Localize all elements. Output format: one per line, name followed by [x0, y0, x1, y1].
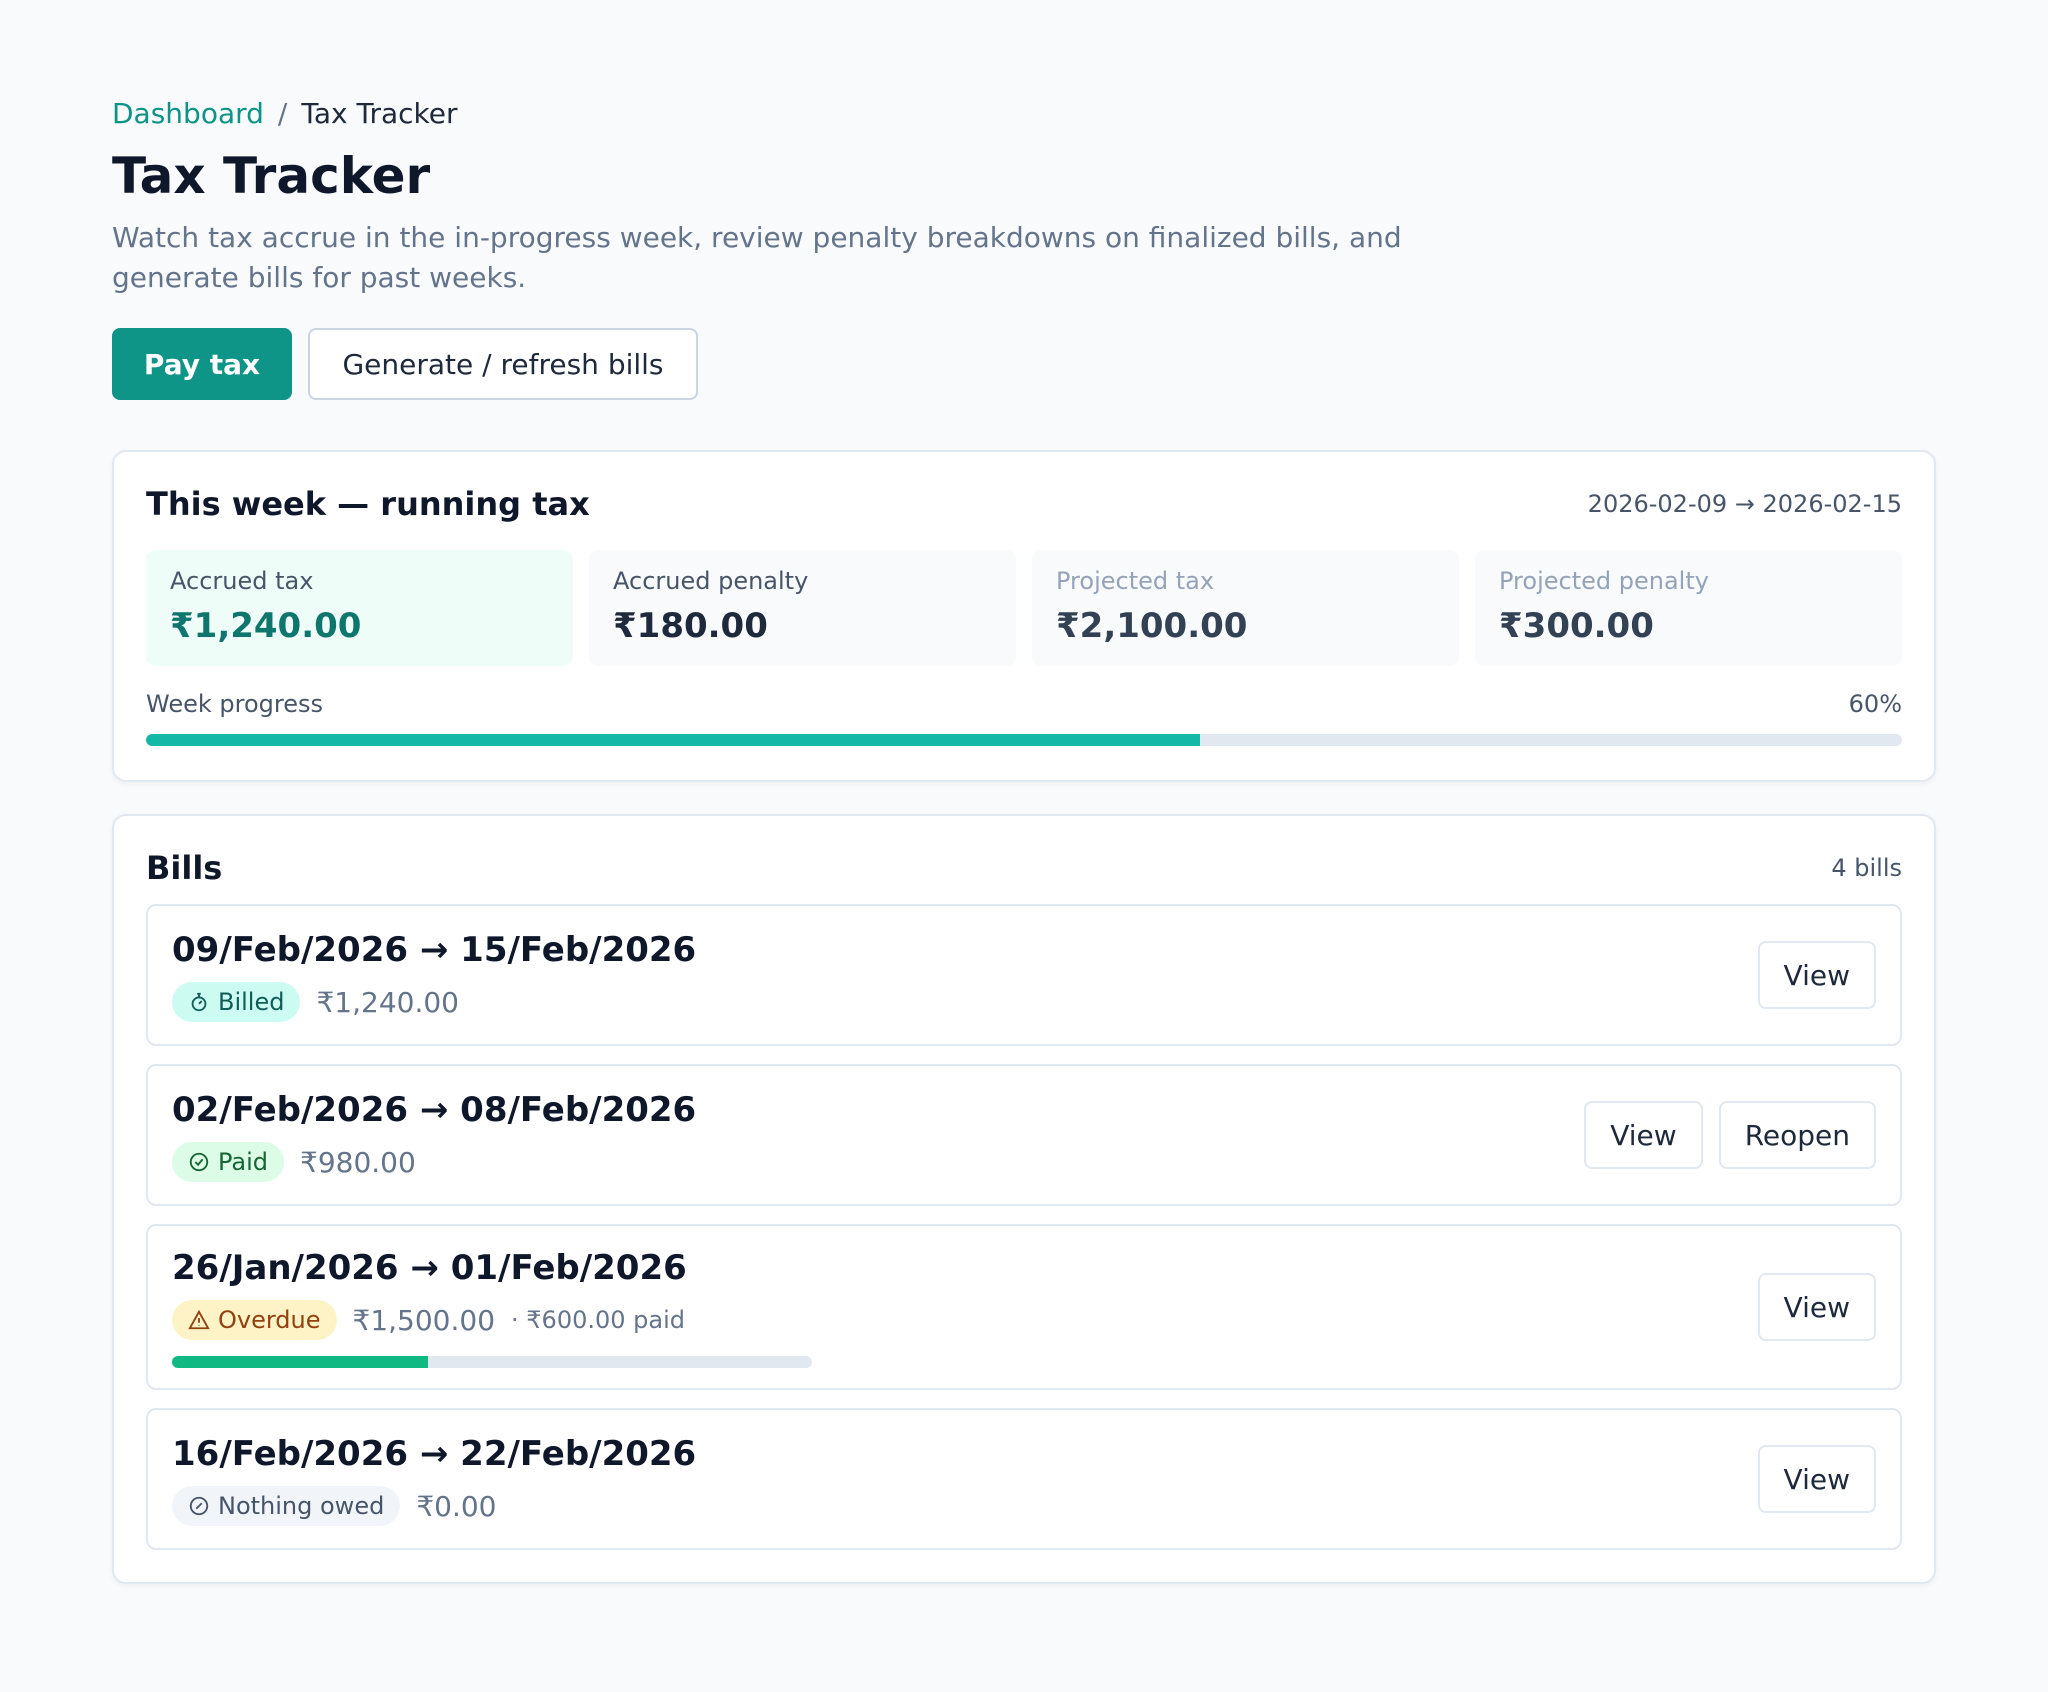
- page: Dashboard / Tax Tracker Tax Tracker Watc…: [112, 96, 1936, 1584]
- metric-accrued-penalty: Accrued penalty ₹180.00: [589, 550, 1016, 666]
- metric-projected-tax: Projected tax ₹2,100.00: [1032, 550, 1459, 666]
- bills-card: Bills 4 bills 09/Feb/2026 → 15/Feb/2026 …: [112, 814, 1936, 1584]
- running-tax-header: This week — running tax 2026-02-09 → 202…: [146, 484, 1902, 524]
- bill-paid-note: · ₹600.00 paid: [511, 1306, 686, 1334]
- view-bill-button[interactable]: View: [1757, 1445, 1876, 1513]
- page-title: Tax Tracker: [112, 147, 431, 205]
- breadcrumb-current: Tax Tracker: [301, 97, 458, 130]
- bill-status-line: Billed ₹1,240.00: [172, 982, 696, 1022]
- week-progress-row: Week progress 60%: [146, 690, 1902, 718]
- page-subtitle: Watch tax accrue in the in-progress week…: [112, 221, 1402, 294]
- bills-header: Bills 4 bills: [146, 848, 1902, 888]
- bill-actions: View: [1757, 941, 1876, 1009]
- status-badge: Nothing owed: [172, 1486, 401, 1526]
- metric-value: ₹1,240.00: [170, 606, 362, 646]
- metric-label: Projected tax: [1056, 567, 1215, 595]
- metric-value: ₹2,100.00: [1056, 606, 1248, 646]
- bill-row: 09/Feb/2026 → 15/Feb/2026 Billed ₹1,240.…: [146, 904, 1902, 1046]
- bill-actions: View: [1757, 1273, 1876, 1341]
- week-date-range: 2026-02-09 → 2026-02-15: [1587, 490, 1902, 518]
- page-actions: Pay tax Generate / refresh bills: [112, 328, 1936, 400]
- bill-range: 09/Feb/2026 → 15/Feb/2026: [172, 930, 697, 970]
- running-tax-title: This week — running tax: [146, 485, 590, 523]
- metric-label: Accrued tax: [170, 567, 314, 595]
- bill-status-line: Paid ₹980.00: [172, 1142, 696, 1182]
- bills-list: 09/Feb/2026 → 15/Feb/2026 Billed ₹1,240.…: [146, 904, 1902, 1550]
- bill-row: 16/Feb/2026 → 22/Feb/2026 Nothing owed ₹…: [146, 1408, 1902, 1550]
- breadcrumb: Dashboard / Tax Tracker: [112, 96, 1936, 132]
- view-bill-button[interactable]: View: [1757, 941, 1876, 1009]
- metric-label: Accrued penalty: [613, 567, 809, 595]
- view-bill-button[interactable]: View: [1757, 1273, 1876, 1341]
- bill-info: 02/Feb/2026 → 08/Feb/2026 Paid ₹980.00: [172, 1088, 696, 1182]
- metrics-grid: Accrued tax ₹1,240.00 Accrued penalty ₹1…: [146, 550, 1902, 666]
- bill-range: 26/Jan/2026 → 01/Feb/2026: [172, 1248, 687, 1288]
- bill-status-line: Nothing owed ₹0.00: [172, 1486, 696, 1526]
- stopwatch-icon: [191, 992, 207, 1012]
- view-bill-button[interactable]: View: [1584, 1101, 1703, 1169]
- warning-icon: [188, 1309, 210, 1330]
- bill-info: 16/Feb/2026 → 22/Feb/2026 Nothing owed ₹…: [172, 1432, 696, 1526]
- bill-info: 26/Jan/2026 → 01/Feb/2026 Overdue ₹1,500…: [172, 1246, 812, 1368]
- bill-amount: ₹1,240.00: [316, 985, 459, 1019]
- bill-amount: ₹980.00: [300, 1145, 416, 1179]
- week-progress-bar: [146, 734, 1902, 746]
- bill-payment-progress: [172, 1356, 812, 1368]
- status-badge-label: Paid: [218, 1148, 269, 1176]
- bill-range: 02/Feb/2026 → 08/Feb/2026: [172, 1090, 697, 1130]
- bill-payment-progress-fill: [172, 1356, 428, 1368]
- metric-projected-penalty: Projected penalty ₹300.00: [1475, 550, 1902, 666]
- status-badge-label: Overdue: [218, 1306, 321, 1334]
- week-progress-fill: [146, 734, 1200, 746]
- reopen-bill-button[interactable]: Reopen: [1718, 1101, 1876, 1169]
- bill-actions: View: [1757, 1445, 1876, 1513]
- status-badge-label: Nothing owed: [218, 1492, 385, 1520]
- bill-range: 16/Feb/2026 → 22/Feb/2026: [172, 1434, 697, 1474]
- week-progress-label: Week progress: [146, 690, 323, 718]
- status-badge-label: Billed: [218, 988, 285, 1016]
- generate-bills-button[interactable]: Generate / refresh bills: [308, 328, 698, 400]
- bill-row: 02/Feb/2026 → 08/Feb/2026 Paid ₹980.00 V…: [146, 1064, 1902, 1206]
- week-progress-percent: 60%: [1848, 690, 1902, 718]
- status-badge: Paid: [172, 1142, 285, 1182]
- breadcrumb-separator: /: [277, 97, 288, 130]
- metric-value: ₹300.00: [1499, 606, 1654, 646]
- running-tax-card: This week — running tax 2026-02-09 → 202…: [112, 450, 1936, 782]
- bills-count: 4 bills: [1831, 854, 1902, 882]
- slash-circle-icon: [189, 1496, 209, 1516]
- bill-amount: ₹1,500.00: [352, 1303, 496, 1337]
- bill-info: 09/Feb/2026 → 15/Feb/2026 Billed ₹1,240.…: [172, 928, 696, 1022]
- breadcrumb-dashboard-link[interactable]: Dashboard: [112, 97, 264, 130]
- metric-value: ₹180.00: [613, 606, 768, 646]
- status-badge: Overdue: [172, 1300, 337, 1340]
- bill-row: 26/Jan/2026 → 01/Feb/2026 Overdue ₹1,500…: [146, 1224, 1902, 1390]
- metric-label: Projected penalty: [1499, 567, 1709, 595]
- status-badge: Billed: [172, 982, 301, 1022]
- bill-status-line: Overdue ₹1,500.00 · ₹600.00 paid: [172, 1300, 812, 1340]
- check-circle-icon: [189, 1152, 209, 1172]
- bills-title: Bills: [146, 849, 223, 887]
- bill-actions: View Reopen: [1584, 1101, 1876, 1169]
- bill-amount: ₹0.00: [416, 1489, 497, 1523]
- metric-accrued-tax: Accrued tax ₹1,240.00: [146, 550, 573, 666]
- pay-tax-button[interactable]: Pay tax: [112, 328, 292, 400]
